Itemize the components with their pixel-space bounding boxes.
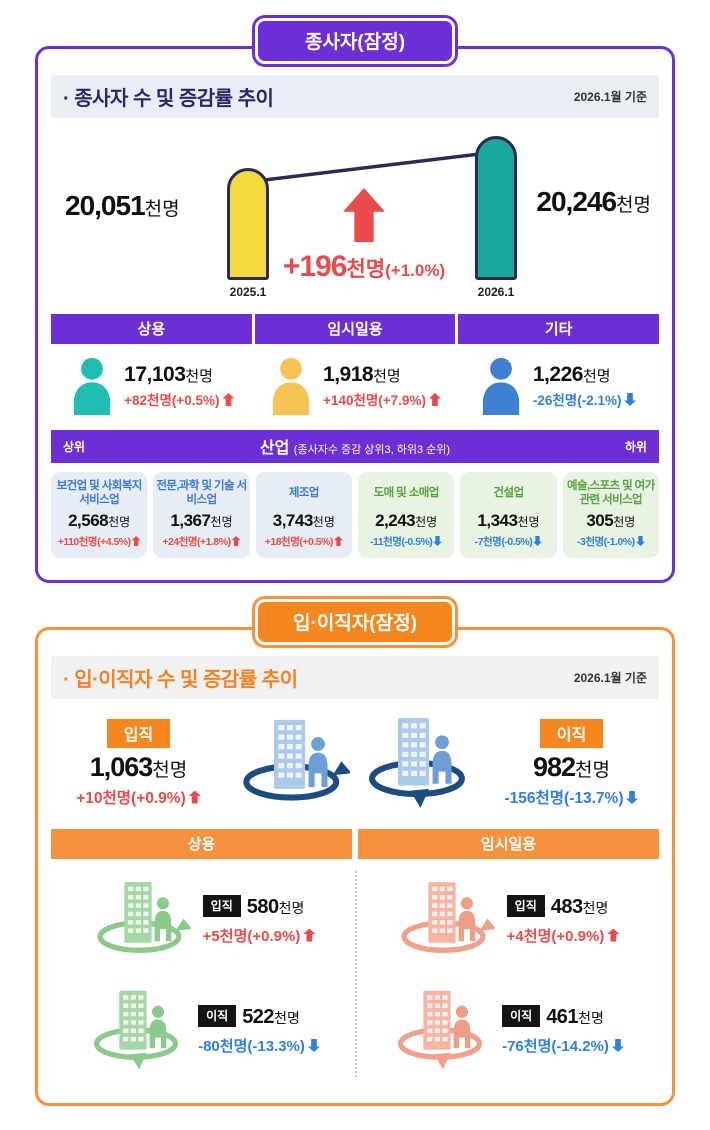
down-arrow-icon [533,536,542,546]
person-icon [479,357,523,415]
stat-other: 1,226천명 -26천명(-2.1%) [456,357,659,415]
workers-title: · 종사자 수 및 증감률 추이 [63,88,274,110]
increase-arrow-icon [343,188,385,242]
header-regular: 상용 [51,829,352,859]
temporary-column: 입직 483천명 +4천명(+0.9%) 이직 461천명 -76천명(-14.2%… [355,865,659,1085]
turnover-columns: 입직 580천명 +5천명(+0.9%) 이직 522천명 -80천명(-13.3%… [51,859,659,1089]
industry-card: 예술,스포츠 및 여가관련 서비스업 305천명 -3천명(-1.0%) [562,472,659,558]
total-change: +196천명(+1.0%) [282,250,446,283]
header-temporary: 임시일용 [358,829,659,859]
status-stats: 17,103천명 +82천명(+0.5%) 1,918천명 +140천명(+7.… [51,344,659,430]
industry-card: 도매 및 소매업 2,243천명 -11천명(-0.5%) [357,472,455,558]
up-arrow-icon [303,928,316,942]
turnover-panel: · 입·이직자 수 및 증감률 추이 2026.1월 기준 입직 1,063천명… [35,627,675,1106]
person-icon [269,357,313,415]
regular-hires-row: 입직 580천명 +5천명(+0.9%) [51,865,355,975]
up-arrow-icon [428,393,441,406]
building-separation-icon [360,715,474,811]
temporary-separations-row: 이직 461천명 -76천명(-14.2%) [355,975,659,1085]
down-arrow-icon [636,536,645,546]
workers-section: 종사자(잠정) · 종사자 수 및 증감률 추이 2026.1월 기준 20,0… [35,18,675,583]
industry-card: 건설업 1,343천명 -7천명(-0.5%) [460,472,557,558]
industry-card: 보건업 및 사회복지 서비스업 2,568천명 +110천명(+4.5%) [51,472,148,558]
up-arrow-icon [231,536,241,546]
hires-badge: 입직 [106,718,171,748]
building-hire-icon [395,879,495,961]
building-hire-icon [236,715,350,811]
workers-badge-wrap: 종사자(잠정) [35,18,675,64]
workers-panel: · 종사자 수 및 증감률 추이 2026.1월 기준 20,051천명 202… [35,46,675,583]
change-text: -26천명(-2.1%) [533,389,637,409]
bar-2025-label: 2025.1 [229,285,267,299]
header-temporary: 임시일용 [254,314,456,344]
building-separation-icon [390,989,490,1071]
header-other: 기타 [458,314,660,344]
bar-2026-label: 2026.1 [477,285,515,299]
bottom3-label: 하위 [624,439,647,454]
workers-asof-label: 2026.1월 기준 [573,90,647,104]
prev-value: 20,051천명 [65,190,180,221]
down-arrow-icon [433,536,442,546]
column-divider [355,871,357,1077]
separations-badge: 이직 [539,718,604,748]
turnover-section: 입·이직자(잠정) · 입·이직자 수 및 증감률 추이 2026.1월 기준 … [35,599,675,1106]
up-arrow-icon [188,790,201,804]
workers-section-badge: 종사자(잠정) [255,18,455,64]
change-text: +82천명(+0.5%) [124,389,235,409]
industry-header-bar: 상위 산업 (종사자수 증감 상위3, 하위3 순위) 하위 [51,430,659,463]
regular-column: 입직 580천명 +5천명(+0.9%) 이직 522천명 -80천명(-13.3%… [51,865,355,1085]
separations-badge: 이직 [502,1004,541,1027]
regular-separations-row: 이직 522천명 -80천명(-13.3%) [51,975,355,1085]
hires-stat: 입직 1,063천명 +10천명(+0.9%) [51,718,226,808]
industry-title: 산업 [259,440,290,457]
workers-bar-chart: 20,051천명 2025.1 +196천명(+1.0%) 2026.1 20,… [51,128,659,306]
up-arrow-icon [333,536,343,546]
down-arrow-icon [308,1039,320,1052]
building-hire-icon [91,879,191,961]
industry-card: 제조업 3,743천명 +18천명(+0.5%) [255,472,352,558]
down-arrow-icon [624,393,636,406]
turnover-section-badge: 입·이직자(잠정) [255,599,455,645]
turnover-title-bar: · 입·이직자 수 및 증감률 추이 2026.1월 기준 [51,656,659,699]
separations-stat: 이직 982천명 -156천명(-13.7%) [484,718,659,808]
stat-regular: 17,103천명 +82천명(+0.5%) [51,357,254,415]
up-arrow-icon [222,393,235,406]
turnover-badge-wrap: 입·이직자(잠정) [35,599,675,645]
change-text: +140천명(+7.9%) [323,389,441,409]
down-arrow-icon [626,791,638,804]
status-headers: 상용 임시일용 기타 [51,314,660,344]
header-regular: 상용 [51,314,252,344]
turnover-title: · 입·이직자 수 및 증감률 추이 [63,669,298,691]
turnover-column-headers: 상용 임시일용 [51,829,659,859]
separations-badge: 이직 [198,1004,237,1027]
top3-label: 상위 [63,439,86,454]
stat-temporary: 1,918천명 +140천명(+7.9%) [254,357,457,415]
industry-cards: 보건업 및 사회복지 서비스업 2,568천명 +110천명(+4.5%) 전문… [51,472,659,566]
person-icon [70,357,114,415]
bar-2026: 2026.1 [475,136,517,299]
industry-card: 전문,과학 및 기술 서비스업 1,367천명 +24천명(+1.8%) [153,472,250,558]
hires-separations-hero: 입직 1,063천명 +10천명(+0.9%) 이직 982천명 -156천명(… [51,699,659,829]
down-arrow-icon [612,1039,624,1052]
hires-badge: 입직 [202,894,241,917]
turnover-asof-label: 2026.1월 기준 [573,671,647,685]
bar-2025: 2025.1 [227,168,269,299]
curr-value: 20,246천명 [536,186,651,217]
up-arrow-icon [131,536,141,546]
building-separation-icon [86,989,186,1071]
workers-title-bar: · 종사자 수 및 증감률 추이 2026.1월 기준 [51,75,659,118]
temporary-hires-row: 입직 483천명 +4천명(+0.9%) [355,865,659,975]
industry-subtitle: (종사자수 증감 상위3, 하위3 순위) [293,444,451,456]
hires-badge: 입직 [506,894,545,917]
up-arrow-icon [607,928,620,942]
